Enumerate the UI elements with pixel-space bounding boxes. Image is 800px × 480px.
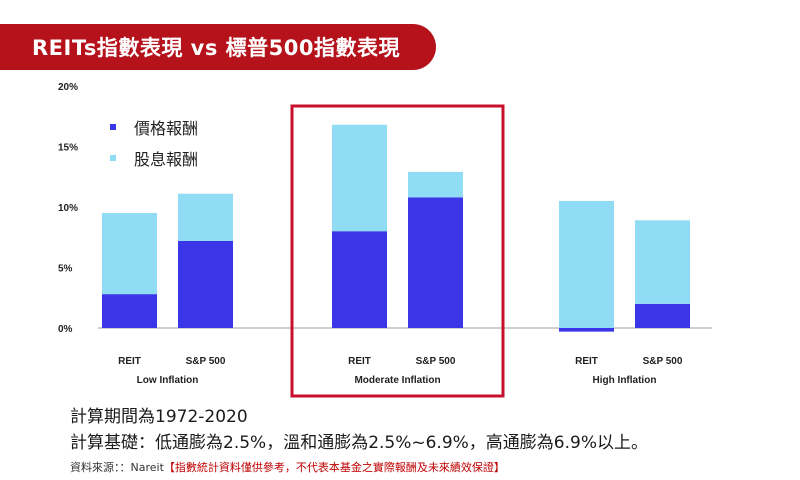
bar-dividend-return bbox=[178, 193, 233, 241]
page-title: REITs指數表現 vs 標普500指數表現 bbox=[32, 36, 401, 60]
bar-dividend-return bbox=[332, 124, 387, 232]
group-label: High Inflation bbox=[593, 375, 657, 386]
bar-dividend-return bbox=[559, 200, 614, 328]
highlight-box bbox=[290, 104, 505, 398]
bar-price-return bbox=[635, 303, 690, 328]
category-label: S&P 500 bbox=[186, 356, 226, 367]
category-label: REIT bbox=[118, 356, 141, 367]
y-tick-label: 0% bbox=[58, 324, 73, 335]
bar-price-return bbox=[559, 328, 614, 332]
group-label: Moderate Inflation bbox=[354, 375, 440, 386]
y-tick-label: 15% bbox=[58, 143, 78, 154]
bar-price-return bbox=[178, 240, 233, 328]
category-label: S&P 500 bbox=[416, 356, 456, 367]
legend-label: 股息報酬 bbox=[134, 151, 198, 169]
legend-marker bbox=[110, 155, 116, 161]
legend-label: 價格報酬 bbox=[134, 120, 198, 138]
bar-price-return bbox=[102, 294, 157, 328]
calculation-period-note: 計算期間為1972-2020 bbox=[70, 407, 248, 427]
source-line: 資料來源：：Nareit【指數統計資料僅供參考，不代表本基金之實際報酬及未來績效… bbox=[70, 459, 505, 475]
category-label: REIT bbox=[348, 356, 371, 367]
legend-marker bbox=[110, 124, 116, 130]
bar-price-return bbox=[408, 197, 463, 328]
bar-dividend-return bbox=[408, 171, 463, 198]
bar-dividend-return bbox=[635, 220, 690, 304]
calculation-basis-note: 計算基礎：低通膨為2.5%，溫和通膨為2.5%~6.9%，高通膨為6.9%以上。 bbox=[70, 433, 648, 453]
y-tick-label: 20% bbox=[58, 82, 78, 93]
group-label: Low Inflation bbox=[137, 375, 199, 386]
title-banner: REITs指數表現 vs 標普500指數表現 bbox=[0, 24, 436, 70]
category-label: REIT bbox=[575, 356, 598, 367]
disclaimer-text: 【指數統計資料僅供參考，不代表本基金之實際報酬及未來績效保證】 bbox=[163, 461, 505, 474]
category-label: S&P 500 bbox=[643, 356, 683, 367]
y-tick-label: 10% bbox=[58, 203, 78, 214]
stacked-bar-chart: 0% 5% 10% 15% 20% REIT S&P 500 Low Inflation REI… bbox=[58, 82, 712, 398]
y-tick-label: 5% bbox=[58, 264, 73, 275]
bar-price-return bbox=[332, 231, 387, 328]
source-label: 資料來源：：Nareit bbox=[70, 461, 164, 474]
bar-dividend-return bbox=[102, 213, 157, 295]
